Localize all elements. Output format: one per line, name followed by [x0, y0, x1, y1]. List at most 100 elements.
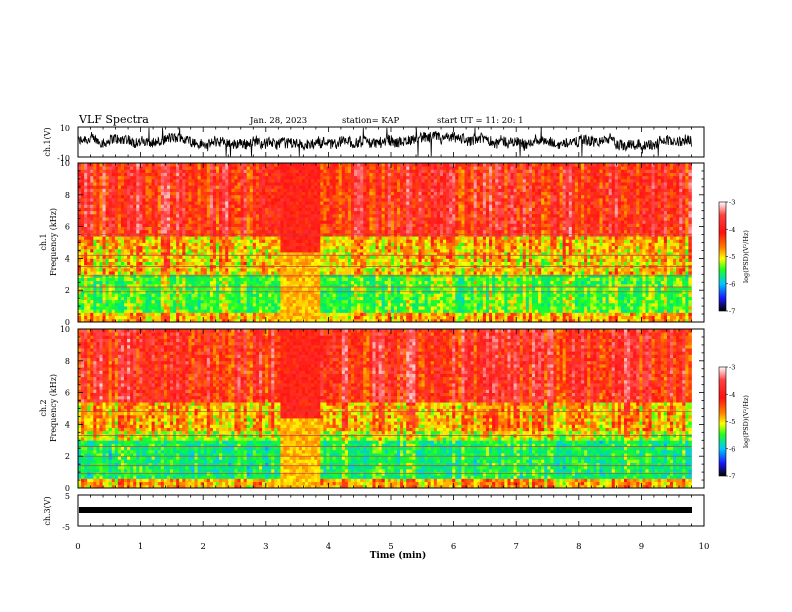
- spectrogram-cell: [271, 318, 275, 323]
- spectrogram-cell: [133, 204, 137, 208]
- spectrogram-cell: [252, 191, 257, 196]
- spectrogram-cell: [262, 194, 266, 199]
- spectrogram-cell: [357, 315, 361, 320]
- spectrogram-cell: [295, 197, 300, 202]
- spectrogram-cell: [157, 175, 162, 180]
- spectrogram-cell: [191, 223, 195, 227]
- spectrogram-cell: [90, 315, 94, 320]
- spectrogram-cell: [154, 242, 159, 247]
- spectrogram-cell: [173, 258, 177, 262]
- spectrogram-cell: [182, 267, 186, 272]
- spectrogram-cell: [117, 194, 122, 199]
- spectrogram-cell: [347, 315, 352, 320]
- spectrogram-cell: [90, 207, 94, 212]
- spectrogram-cell: [222, 210, 226, 215]
- spectrogram-cell: [301, 194, 306, 199]
- spectrogram-cell: [136, 315, 140, 320]
- spectrogram-cell: [127, 280, 131, 285]
- spectrogram-cell: [191, 182, 195, 186]
- spectrogram-cell: [298, 296, 303, 301]
- spectrogram-cell: [182, 188, 186, 193]
- spectrogram-cell: [255, 245, 260, 250]
- spectrogram-cell: [173, 182, 177, 186]
- spectrogram-cell: [280, 210, 284, 215]
- spectrogram-cell: [292, 220, 297, 224]
- spectrogram-cell: [87, 258, 91, 262]
- spectrogram-cell: [102, 293, 107, 297]
- spectrogram-cell: [286, 287, 291, 291]
- spectrogram-cell: [163, 210, 168, 215]
- spectrogram-cell: [363, 252, 367, 256]
- spectrogram-cell: [203, 188, 208, 193]
- spectrogram-cell: [173, 226, 177, 231]
- spectrogram-cell: [357, 287, 361, 291]
- spectrogram-cell: [351, 197, 355, 202]
- spectrogram-cell: [139, 178, 143, 183]
- spectrogram-cell: [252, 299, 257, 304]
- spectrogram-cell: [96, 255, 100, 259]
- spectrogram-cell: [114, 236, 119, 240]
- spectrogram-cell: [142, 283, 146, 288]
- spectrogram-cell: [151, 188, 156, 193]
- spectrogram-cell: [243, 204, 248, 208]
- spectrogram-cell: [111, 267, 116, 272]
- spectrogram-cell: [258, 197, 263, 202]
- spectrogram-cell: [102, 220, 107, 224]
- spectrogram-cell: [314, 197, 318, 202]
- spectrogram-cell: [240, 188, 245, 193]
- spectrogram-cell: [179, 248, 183, 253]
- spectrogram-cell: [237, 287, 241, 291]
- spectrogram-cell: [163, 194, 168, 199]
- spectrogram-cell: [219, 252, 223, 256]
- spectrogram-cell: [286, 185, 291, 189]
- spectrogram-cell: [237, 252, 241, 256]
- spectrogram-cell: [151, 204, 156, 208]
- spectrogram-cell: [84, 226, 88, 231]
- spectrogram-cell: [176, 277, 180, 282]
- spectrogram-cell: [160, 261, 165, 266]
- spectrogram-cell: [151, 197, 156, 202]
- spectrogram-cell: [360, 267, 364, 272]
- spectrogram-cell: [176, 169, 180, 173]
- spectrogram-cell: [90, 280, 94, 285]
- spectrogram-cell: [228, 172, 232, 177]
- spectrogram-cell: [114, 315, 119, 320]
- spectrogram-cell: [108, 302, 113, 307]
- spectrogram-cell: [222, 182, 226, 186]
- spectrogram-cell: [332, 172, 337, 177]
- spectrogram-cell: [99, 163, 103, 167]
- spectrogram-cell: [206, 182, 211, 186]
- spectrogram-cell: [304, 245, 309, 250]
- spectrogram-cell: [203, 210, 208, 215]
- spectrogram-cell: [93, 277, 97, 282]
- spectrogram-cell: [338, 185, 343, 189]
- spectrogram-cell: [265, 267, 269, 272]
- spectrogram-cell: [225, 210, 229, 215]
- spectrogram-cell: [124, 252, 128, 256]
- spectrogram-cell: [111, 207, 116, 212]
- spectrogram-cell: [338, 217, 343, 221]
- spectrogram-cell: [249, 287, 254, 291]
- spectrogram-cell: [347, 217, 352, 221]
- spectrogram-cell: [301, 242, 306, 247]
- spectrogram-cell: [280, 226, 284, 231]
- spectrogram-cell: [157, 210, 162, 215]
- spectrogram-cell: [292, 306, 297, 310]
- spectrogram-cell: [323, 315, 327, 320]
- spectrogram-cell: [157, 217, 162, 221]
- spectrogram-cell: [381, 312, 386, 317]
- spectrogram-cell: [102, 194, 107, 199]
- spectrogram-cell: [139, 201, 143, 205]
- spectrogram-cell: [173, 293, 177, 297]
- spectrogram-cell: [366, 204, 370, 208]
- spectrogram-cell: [142, 207, 146, 212]
- spectrogram-cell: [268, 258, 272, 262]
- spectrogram-cell: [108, 315, 113, 320]
- spectrogram-cell: [148, 242, 153, 247]
- spectrogram-cell: [182, 207, 186, 212]
- spectrogram-cell: [369, 248, 373, 253]
- spectrogram-cell: [262, 302, 266, 307]
- spectrogram-cell: [179, 318, 183, 323]
- spectrogram-cell: [142, 245, 146, 250]
- spectrogram-cell: [99, 271, 103, 275]
